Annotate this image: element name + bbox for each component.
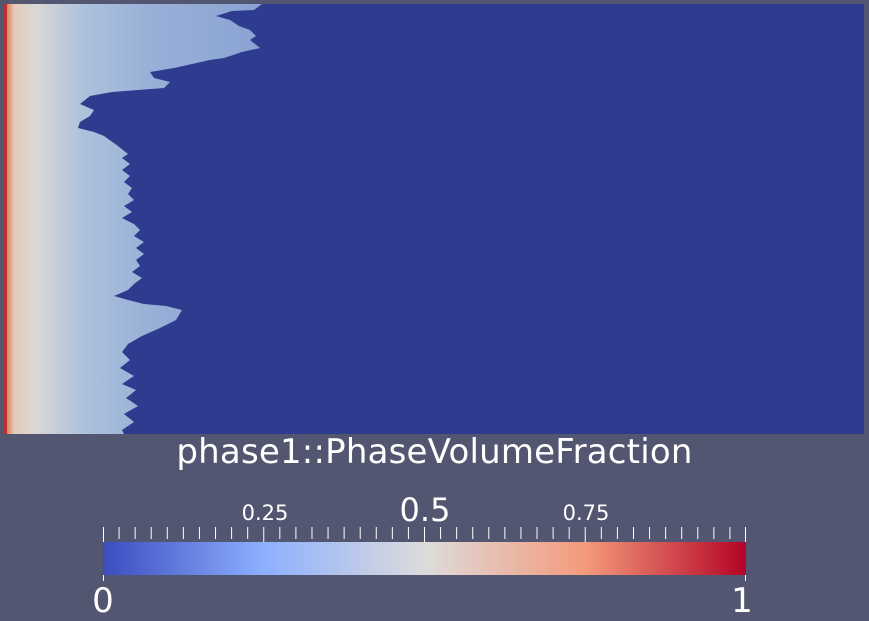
colorbar[interactable] <box>103 542 746 575</box>
render-viewport[interactable] <box>4 4 864 434</box>
colorbar-gradient <box>103 542 746 575</box>
colorbar-max-label: 1 <box>731 581 753 621</box>
colorbar-label-075: 0.75 <box>562 501 610 525</box>
inlet-boundary <box>4 4 7 434</box>
colorbar-label-05: 0.5 <box>399 491 451 529</box>
volume-fraction-field <box>4 4 262 434</box>
phase1-front-region <box>4 4 262 434</box>
colorbar-min-label: 0 <box>92 581 114 621</box>
colorbar-label-025: 0.25 <box>241 501 289 525</box>
field-title: phase1::PhaseVolumeFraction <box>176 432 693 472</box>
